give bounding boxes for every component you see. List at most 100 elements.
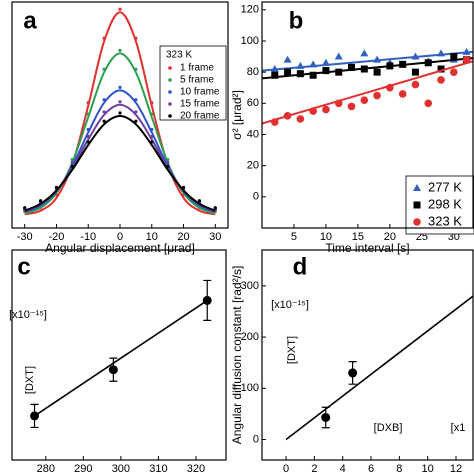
marker [86, 134, 90, 139]
marker [86, 112, 90, 116]
marker [102, 36, 106, 40]
marker [150, 140, 154, 144]
plot-area [30, 279, 212, 429]
x-tick-label: 10 [146, 231, 158, 243]
fit-line [285, 295, 473, 441]
marker [270, 118, 279, 126]
legend [159, 45, 227, 121]
marker [102, 98, 106, 102]
annotation: [x10⁻¹⁵] [9, 309, 47, 321]
marker [38, 199, 43, 203]
legend-label: 10 frame [180, 87, 220, 98]
y-tick-label: 100 [241, 382, 259, 394]
marker [347, 102, 356, 111]
y-tick-label: 80 [247, 66, 259, 78]
marker [322, 105, 330, 114]
plot-area [285, 295, 473, 441]
panel-label: b [289, 7, 304, 34]
marker [296, 70, 304, 78]
axes-frame [11, 1, 229, 229]
legend-label: 277 K [428, 179, 462, 194]
x-axis-label: Angular displacement [μrad] [45, 241, 195, 255]
marker [335, 68, 343, 76]
x-tick-label: -10 [80, 231, 96, 243]
x-tick-label: 280 [37, 463, 55, 474]
annotation: [x10⁻¹⁵] [271, 299, 309, 311]
marker [399, 60, 407, 68]
marker [213, 206, 217, 210]
marker [450, 53, 458, 61]
marker [134, 67, 138, 71]
plot-area [262, 47, 473, 126]
fit-line [262, 60, 473, 125]
marker [23, 206, 27, 210]
marker [70, 165, 74, 169]
plot-area [23, 7, 217, 216]
y-axis-label: σ² [μrad²] [230, 90, 244, 140]
legend-swatch [168, 78, 172, 82]
panel-label: a [23, 7, 37, 34]
x-tick-label: -20 [49, 231, 65, 243]
marker [334, 99, 343, 108]
y-tick-label: 300 [241, 280, 259, 292]
x-tick-label: 2 [311, 463, 317, 474]
x-tick-label: 20 [177, 231, 189, 243]
marker [309, 107, 317, 115]
marker [348, 63, 356, 71]
marker [86, 101, 90, 105]
fit-line [34, 299, 208, 417]
marker [296, 115, 305, 123]
x-tick-label: 310 [149, 463, 167, 474]
marker [322, 67, 330, 75]
marker [424, 99, 433, 108]
y-tick-label: 100 [241, 35, 259, 47]
legend-label: 5 frame [180, 75, 214, 86]
marker [202, 295, 212, 305]
x-tick-label: 0 [117, 231, 123, 243]
marker [102, 67, 106, 71]
marker [283, 55, 292, 63]
marker [424, 59, 432, 67]
legend-label: 20 frame [180, 111, 220, 122]
panel-label: c [17, 253, 30, 280]
marker [411, 68, 419, 76]
fit-line [262, 50, 473, 72]
x-tick-label: 30 [209, 231, 221, 243]
marker [181, 185, 186, 190]
x-tick-label: 5 [291, 231, 297, 243]
x-tick-label: 0 [283, 463, 289, 474]
marker [373, 91, 381, 100]
marker [134, 119, 138, 123]
axes-frame [261, 249, 474, 461]
marker [411, 80, 420, 89]
x-tick-label: 10 [320, 231, 332, 243]
legend-swatch [413, 184, 421, 191]
x-tick-label: 320 [187, 463, 205, 474]
marker [373, 55, 382, 63]
marker [386, 62, 394, 70]
marker [102, 119, 106, 123]
marker [296, 61, 305, 69]
legend-label: 15 frame [180, 99, 220, 110]
marker [462, 47, 471, 55]
marker [86, 127, 90, 132]
legend-swatch [168, 66, 172, 70]
marker [30, 411, 40, 421]
y-tick-label: 0 [253, 191, 259, 203]
series-line [24, 52, 216, 215]
x-tick-label: 20 [384, 231, 396, 243]
marker [462, 55, 471, 64]
panel-label: d [293, 253, 308, 280]
legend-swatch [168, 102, 172, 106]
legend-swatch [168, 90, 172, 94]
marker [118, 7, 122, 11]
marker [108, 365, 118, 375]
marker [283, 111, 292, 120]
marker [197, 199, 202, 203]
axes-frame [261, 1, 474, 229]
x-tick-label: 6 [368, 463, 374, 474]
marker [360, 49, 369, 57]
marker [321, 412, 331, 422]
annotation: [DXT] [24, 366, 36, 394]
